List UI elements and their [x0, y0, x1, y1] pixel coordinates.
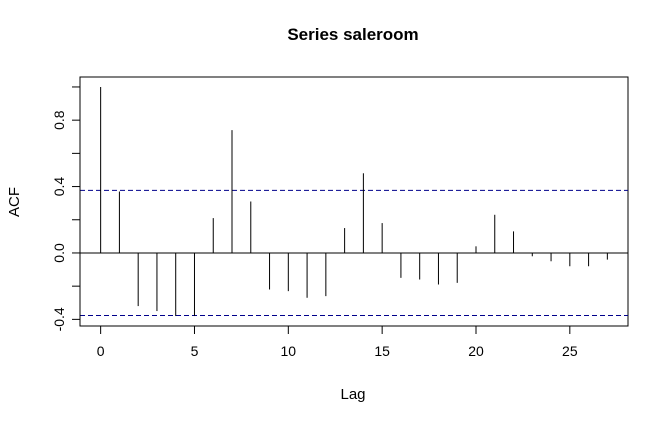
x-tick-label-5: 5: [191, 343, 199, 359]
x-tick-label-0: 0: [97, 343, 105, 359]
y-axis-label: ACF: [6, 187, 23, 217]
x-tick-label-15: 15: [374, 343, 390, 359]
plot-frame: [79, 76, 629, 327]
chart-title: Series saleroom: [287, 25, 418, 44]
y-tick-label--0.4: -0.4: [51, 307, 67, 331]
x-tick-label-20: 20: [468, 343, 484, 359]
y-tick-label-0.8: 0.8: [51, 110, 67, 130]
y-tick-label-0: 0.0: [51, 243, 67, 263]
y-tick-label-0.4: 0.4: [51, 177, 67, 197]
x-axis-label: Lag: [340, 386, 365, 403]
x-tick-label-25: 25: [562, 343, 578, 359]
plot-area: 0 5 10 15 20 25 -0.4 0.0 0.4 0.8: [51, 76, 629, 359]
x-tick-label-10: 10: [281, 343, 297, 359]
